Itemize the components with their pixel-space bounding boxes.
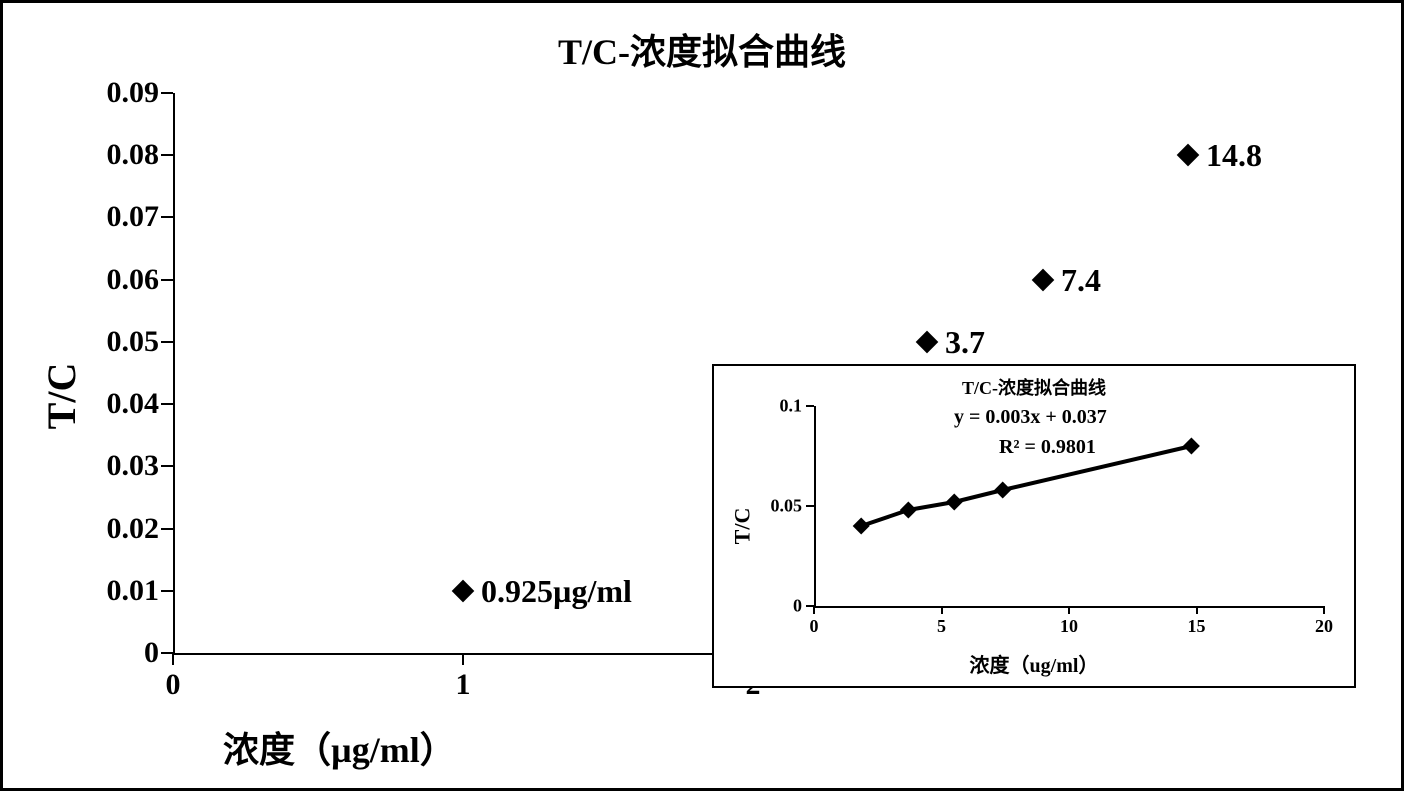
data-label: 3.7	[945, 324, 985, 361]
x-axis-label: 浓度（µg/ml）	[223, 721, 456, 773]
inset-x-tick-label: 0	[810, 616, 819, 637]
inset-x-label: 浓度（ug/ml）	[970, 649, 1099, 678]
y-tick-label: 0.08	[107, 138, 160, 172]
y-tick-label: 0.01	[107, 574, 160, 608]
inset-x-tick-mark	[1068, 606, 1070, 614]
y-tick-mark	[161, 341, 173, 343]
y-tick-label: 0.07	[107, 200, 160, 234]
chart-container: T/C-浓度拟合曲线 T/C 0 0.01 0.02 0.03 0.04 0.05 0.06…	[0, 0, 1404, 791]
y-tick-mark	[161, 279, 173, 281]
y-tick-label: 0.09	[107, 76, 160, 110]
y-tick-mark	[161, 92, 173, 94]
inset-y-tick-label: 0.05	[771, 496, 803, 517]
inset-y-tick-label: 0.1	[780, 396, 803, 417]
y-tick-mark	[161, 216, 173, 218]
inset-r-squared: R² = 0.9801	[999, 436, 1096, 459]
inset-data-marker	[1183, 438, 1200, 455]
x-axis-line	[173, 653, 763, 655]
data-marker	[1032, 268, 1055, 291]
inset-data-marker	[853, 518, 870, 535]
x-tick-mark	[462, 653, 464, 665]
inset-x-tick-label: 10	[1060, 616, 1078, 637]
y-tick-label: 0.06	[107, 263, 160, 297]
x-tick-label: 1	[456, 668, 471, 702]
inset-x-tick-label: 15	[1188, 616, 1206, 637]
data-label: 0.925µg/ml	[481, 573, 632, 610]
x-tick-mark	[172, 653, 174, 665]
y-tick-mark	[161, 403, 173, 405]
data-marker	[1177, 144, 1200, 167]
x-tick-label: 0	[166, 668, 181, 702]
inset-y-axis	[814, 406, 816, 606]
y-tick-label: 0.05	[107, 325, 160, 359]
y-tick-label: 0	[144, 636, 159, 670]
inset-x-tick-mark	[941, 606, 943, 614]
inset-x-tick-mark	[1196, 606, 1198, 614]
inset-x-tick-label: 5	[937, 616, 946, 637]
inset-y-tick-mark	[806, 505, 814, 507]
y-axis-line	[173, 93, 175, 653]
inset-data-marker	[994, 482, 1011, 499]
inset-x-tick-label: 20	[1315, 616, 1333, 637]
chart-title: T/C-浓度拟合曲线	[558, 23, 846, 75]
inset-title: T/C-浓度拟合曲线	[962, 374, 1106, 400]
y-tick-label: 0.02	[107, 512, 160, 546]
data-marker	[452, 579, 475, 602]
inset-chart: T/C-浓度拟合曲线 y = 0.003x + 0.037 R² = 0.980…	[712, 364, 1356, 688]
inset-data-marker	[946, 494, 963, 511]
inset-x-tick-mark	[1323, 606, 1325, 614]
inset-y-tick-label: 0	[793, 596, 802, 617]
inset-equation: y = 0.003x + 0.037	[954, 406, 1107, 429]
y-tick-label: 0.04	[107, 387, 160, 421]
y-tick-mark	[161, 465, 173, 467]
data-marker	[916, 331, 939, 354]
inset-x-tick-mark	[813, 606, 815, 614]
y-tick-mark	[161, 528, 173, 530]
inset-data-marker	[900, 502, 917, 519]
y-tick-mark	[161, 590, 173, 592]
data-label: 14.8	[1206, 137, 1262, 174]
data-label: 7.4	[1061, 262, 1101, 299]
y-tick-label: 0.03	[107, 449, 160, 483]
inset-y-label: T/C	[729, 508, 755, 545]
y-axis-label: T/C	[38, 362, 85, 429]
inset-y-tick-mark	[806, 405, 814, 407]
y-tick-mark	[161, 154, 173, 156]
